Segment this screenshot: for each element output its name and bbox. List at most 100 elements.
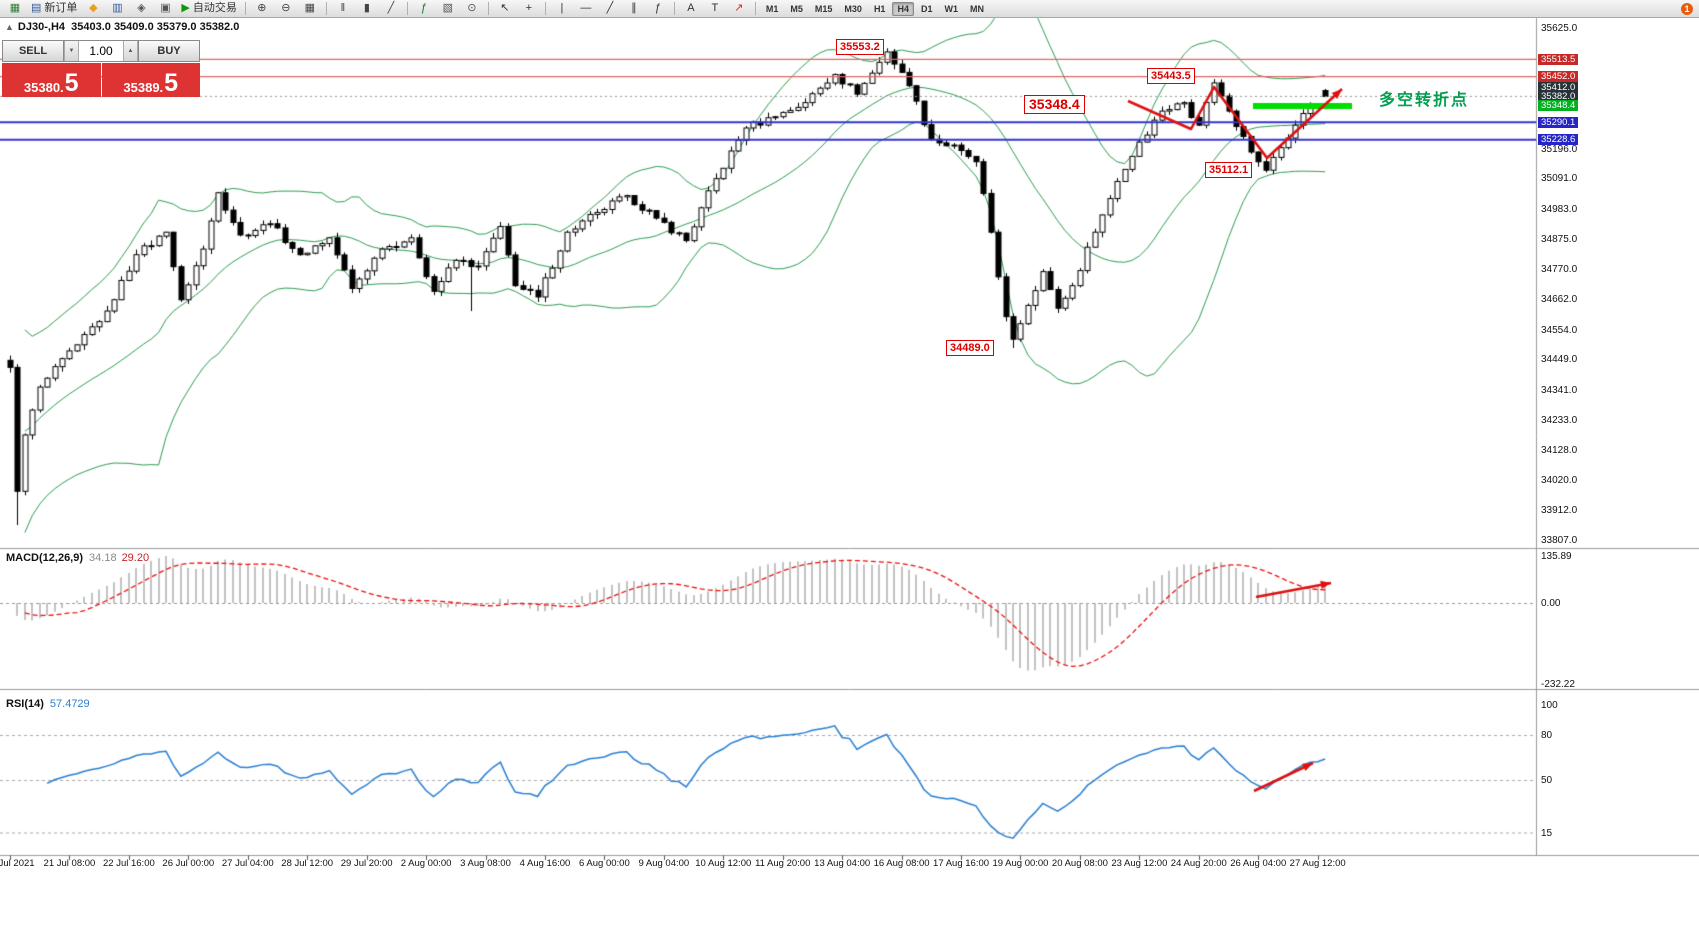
horizontal-line-icon: — [580,2,592,14]
time-axis-label: 23 Aug 12:00 [1111,858,1168,869]
price-flag[interactable]: 35553.2 [836,39,884,55]
terminal-icon[interactable]: ▣ [154,0,176,17]
chart-window-icon[interactable]: ▦ [4,0,26,17]
autotrading-button[interactable]: ▶ 自动交易 [178,0,239,17]
toolbar-separator [244,2,246,15]
timeframe-button-m15[interactable]: M15 [814,3,833,14]
timeframe-button-d1[interactable]: D1 [920,3,933,14]
autotrading-button: ▶ [181,2,190,14]
navigator-icon[interactable]: ◈ [130,0,152,17]
cursor-icon: ↖ [500,2,510,14]
chart-ohlc-header: ▲ DJ30-,H4 35403.0 35409.0 35379.0 35382.… [5,21,239,33]
volume-field[interactable]: ▼ 1.00 ▲ [64,40,138,62]
rsi-axis-label: 80 [1541,730,1553,741]
fibonacci-icon: ƒ [654,2,661,14]
price-axis-tick: 35625.0 [1541,23,1578,34]
zoom-out-icon[interactable]: ⊖ [275,0,297,17]
new-order-button[interactable]: ▤ 新订单 [28,0,80,17]
new-order-button: ▤ [31,2,42,14]
rsi-value: 57.4729 [49,698,90,710]
vertical-line-icon[interactable]: | [551,0,573,17]
time-axis-label: 4 Aug 16:00 [519,858,571,869]
price-flag[interactable]: 35443.5 [1147,68,1195,84]
time-axis-label: 22 Jul 16:00 [102,858,155,869]
zoom-in-icon[interactable]: ⊕ [251,0,273,17]
buy-button[interactable]: BUY [138,40,200,62]
crosshair-icon[interactable]: + [518,0,540,17]
tile-windows-icon[interactable]: ▦ [299,0,321,17]
timeframe-button-m5[interactable]: M5 [790,3,803,14]
crosshair-icon: + [525,2,533,14]
time-axis-label: 20 Aug 08:00 [1051,858,1108,869]
toolbar-separator [754,2,756,15]
label-icon[interactable]: T [704,0,726,17]
candlestick-chart-icon[interactable]: ▮ [356,0,378,17]
tile-windows-icon: ▦ [304,2,316,14]
volume-increase-button[interactable]: ▲ [123,41,138,61]
panel-collapse-icon[interactable]: ▲ [5,22,14,32]
timeframe-button-w1[interactable]: W1 [944,3,958,14]
text-icon[interactable]: A [680,0,702,17]
sell-button[interactable]: SELL [2,40,64,62]
toolbar-separator [544,2,546,15]
timeframe-button-m1[interactable]: M1 [765,3,779,14]
price-axis-tick: 34341.0 [1541,384,1578,396]
buy-price-big-digit: 5 [164,69,179,97]
profiles-icon[interactable]: ▧ [437,0,459,17]
note-text-annotation[interactable]: 多空转折点 [1379,92,1470,109]
indicators-icon: ƒ [420,2,427,14]
time-axis-label: 24 Aug 20:00 [1170,858,1227,869]
price-axis-tag: 35513.5 [1538,53,1579,65]
price-axis-tick: 34770.0 [1541,263,1578,275]
notification-badge[interactable]: 1 [1681,2,1693,15]
period-icon[interactable]: ⊙ [461,0,483,17]
macd-indicator-label: MACD(12,26,9) 34.18 29.20 [6,552,149,564]
price-axis-tick: 34875.0 [1541,234,1578,246]
timeframe-button-h4[interactable]: H4 [892,1,914,16]
trade-panel-buttons-row: SELL ▼ 1.00 ▲ BUY [2,40,200,62]
horizontal-line-icon[interactable]: — [575,0,597,17]
chart-window-icon: ▦ [9,2,21,14]
price-axis-tag: 35348.4 [1538,100,1579,112]
macd-axis-label: -232.22 [1541,679,1575,690]
timeframe-button-mn[interactable]: MN [969,3,984,14]
fibonacci-icon[interactable]: ƒ [647,0,669,17]
timeframe-button-h1[interactable]: H1 [873,3,886,14]
market-watch-icon[interactable]: ▥ [106,0,128,17]
main-toolbar: ▦ ▤ 新订单 ◆ ▥ ◈ ▣ ▶ 自动交易 ⊕ ⊖ ▦ ‖ ▮ ╱ ƒ ▧ ⊙ ↖ + | — ╱ ∥ ƒ A T ↗ M1 M5 M15… [0,0,1699,18]
price-axis-tick: 33912.0 [1541,505,1578,517]
metaeditor-icon[interactable]: ◆ [82,0,104,17]
time-axis-label: 21 Jul 08:00 [43,858,96,869]
candlestick-chart-icon: ▮ [363,2,370,14]
sell-price-main: 35380. [23,80,64,95]
toolbar-separator [406,2,408,15]
timeframe-button-m30[interactable]: M30 [844,3,862,14]
line-chart-icon: ╱ [387,2,395,14]
rsi-axis-label: 100 [1541,700,1558,711]
price-axis-tick: 34554.0 [1541,324,1578,336]
buy-price-button[interactable]: 35389. 5 [101,63,200,97]
volume-value[interactable]: 1.00 [89,44,113,58]
arrows-icon[interactable]: ↗ [728,0,750,17]
bar-chart-icon[interactable]: ‖ [332,0,354,17]
trendline-icon[interactable]: ╱ [599,0,621,17]
text-icon: A [687,2,695,14]
price-flag[interactable]: 35112.1 [1205,162,1253,178]
price-axis-tick: 34662.0 [1541,294,1578,306]
channel-icon: ∥ [631,2,637,14]
cursor-icon[interactable]: ↖ [494,0,516,17]
macd-axis-label: 135.89 [1541,551,1572,562]
time-axis-label: 17 Aug 16:00 [933,858,990,869]
price-flag[interactable]: 34489.0 [946,340,994,356]
price-axis-tag: 35290.1 [1538,116,1579,128]
sell-price-button[interactable]: 35380. 5 [2,63,101,97]
price-flag[interactable]: 35348.4 [1024,95,1085,114]
volume-decrease-button[interactable]: ▼ [64,41,79,61]
price-axis-tick: 33807.0 [1541,535,1578,546]
toolbar-separator [487,2,489,15]
line-chart-icon[interactable]: ╱ [380,0,402,17]
channel-icon[interactable]: ∥ [623,0,645,17]
indicators-icon[interactable]: ƒ [413,0,435,17]
